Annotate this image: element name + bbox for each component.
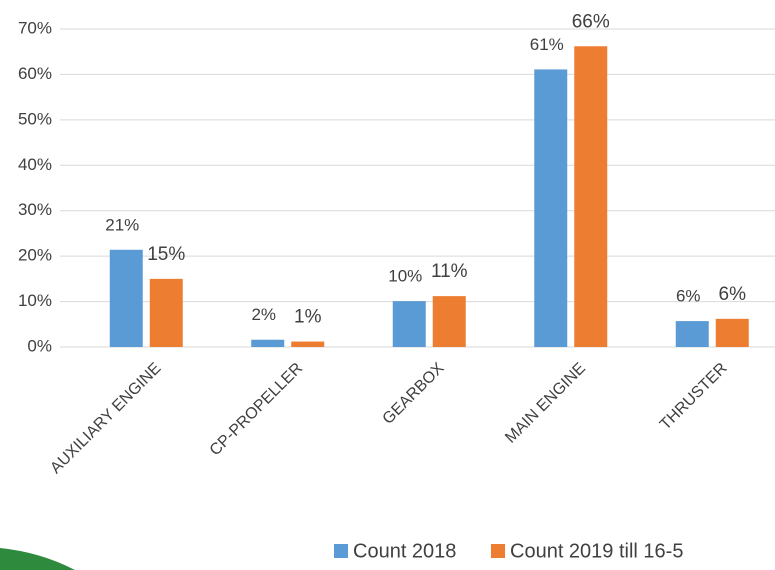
- x-tick-label: THRUSTER: [657, 360, 731, 434]
- value-label: 2%: [251, 305, 276, 324]
- bar: [251, 339, 285, 347]
- value-label: 21%: [105, 215, 139, 234]
- value-label: 61%: [530, 35, 564, 54]
- y-tick-label: 30%: [18, 200, 52, 219]
- value-label: 6%: [719, 284, 747, 305]
- bar: [291, 341, 325, 347]
- value-label: 10%: [388, 267, 422, 286]
- legend-swatch: [334, 544, 348, 558]
- legend-label: Count 2019 till 16-5: [510, 540, 683, 562]
- value-label: 6%: [676, 287, 701, 306]
- bar: [534, 69, 568, 347]
- bar: [432, 296, 466, 347]
- bar: [715, 318, 749, 347]
- value-label: 11%: [431, 261, 468, 282]
- bar: [149, 278, 183, 347]
- y-tick-label: 0%: [27, 336, 52, 355]
- x-tick-label: MAIN ENGINE: [502, 360, 589, 447]
- y-tick-label: 10%: [18, 291, 52, 310]
- corner-decoration: [0, 548, 75, 570]
- bar: [675, 321, 709, 347]
- x-tick-label: GEARBOX: [380, 360, 448, 428]
- y-tick-label: 20%: [18, 246, 52, 265]
- value-label: 1%: [294, 307, 322, 328]
- bar: [392, 301, 426, 347]
- legend-label: Count 2018: [353, 540, 456, 562]
- y-tick-label: 70%: [18, 18, 52, 37]
- bar: [109, 249, 143, 347]
- bar: [574, 46, 608, 348]
- x-tick-label: CP-PROPELLER: [207, 360, 306, 459]
- y-tick-label: 60%: [18, 64, 52, 83]
- value-label: 66%: [572, 11, 610, 32]
- y-tick-label: 50%: [18, 109, 52, 128]
- y-tick-label: 40%: [18, 155, 52, 174]
- x-tick-label: AUXILIARY ENGINE: [47, 360, 164, 477]
- legend-swatch: [491, 544, 505, 558]
- value-label: 15%: [147, 244, 185, 265]
